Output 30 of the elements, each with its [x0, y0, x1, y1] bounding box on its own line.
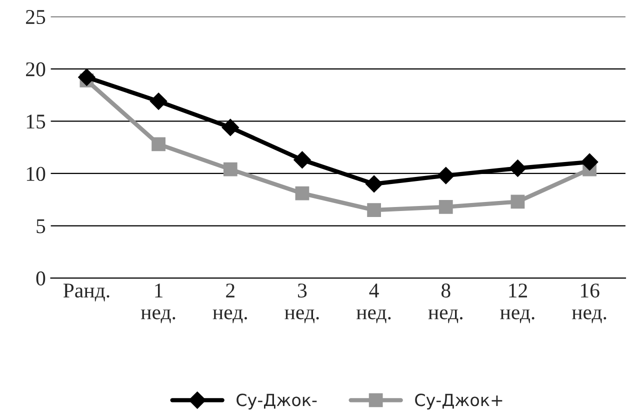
point [222, 118, 239, 136]
y-tick-label: 0 [36, 271, 46, 286]
point [366, 175, 383, 192]
x-tick-label: 1 нед. [140, 284, 176, 324]
y-tick-label: 20 [26, 62, 46, 76]
point [294, 151, 311, 168]
x-tick-label: 12 нед. [500, 284, 534, 324]
point [509, 160, 526, 177]
x-tick-label: 2 нед. [212, 284, 247, 324]
legend-label: Су-Джок- [236, 394, 317, 410]
y-tick-label: 15 [26, 114, 46, 129]
y-tick-label: 5 [36, 219, 46, 234]
point [150, 92, 168, 110]
legend-label: Су-Джок+ [415, 394, 502, 410]
point [223, 162, 238, 176]
point [438, 200, 453, 214]
y-tick-label: 25 [26, 10, 46, 24]
point [295, 186, 310, 200]
x-tick-label: 4 нед. [356, 284, 391, 324]
point [367, 203, 381, 218]
x-tick-label: 8 нед. [428, 284, 462, 324]
y-tick-label: 10 [26, 166, 46, 181]
point [78, 68, 96, 86]
point [581, 153, 598, 171]
x-tick-label: 3 нед. [284, 284, 319, 324]
point [510, 194, 525, 209]
point [152, 137, 166, 152]
x-tick-label: 16 нед. [572, 284, 606, 324]
point [437, 167, 454, 184]
x-tick-label: Ранд. [63, 284, 110, 302]
